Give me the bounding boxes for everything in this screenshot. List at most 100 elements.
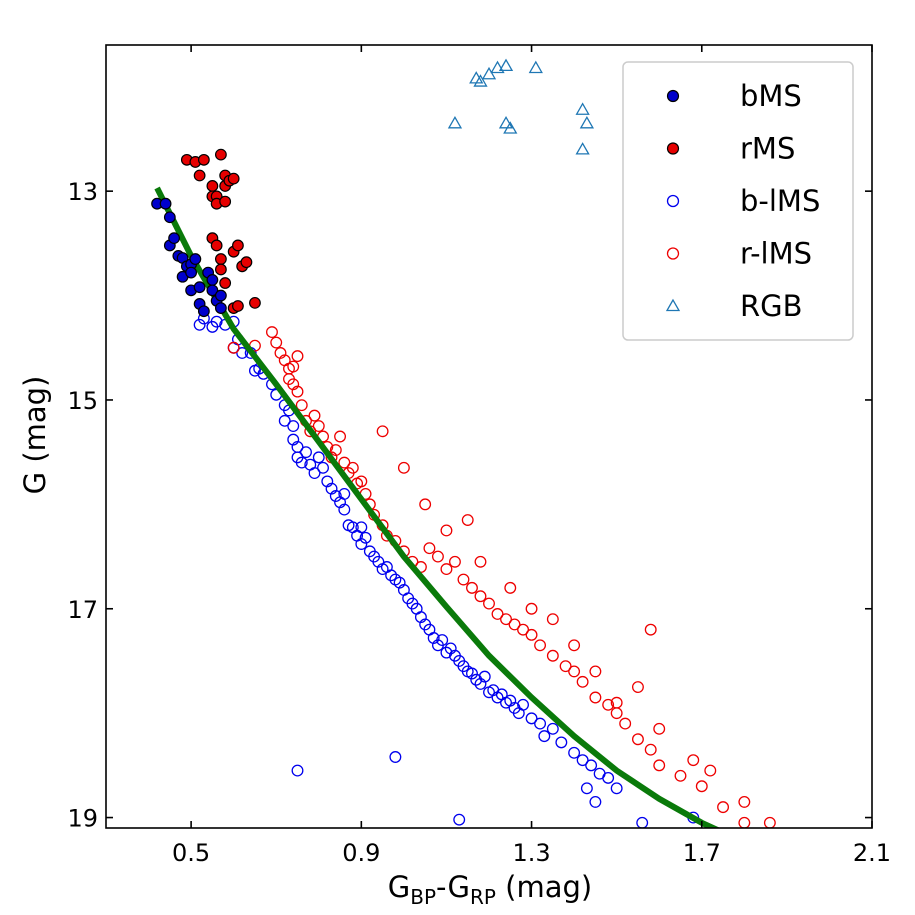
series-bMS [151,197,227,318]
point-b-lMS [636,816,649,828]
point-b-lMS [385,569,398,582]
axis-ticks: 0.5 0.9 1.3 1.7 2.1 13 15 17 19 [67,45,891,867]
x-axis-label: GBP-GRP (mag) [388,870,593,909]
point-bMS [197,305,210,318]
point-r-lMS [504,581,517,594]
point-r-lMS [346,461,359,474]
legend-label-RGB: RGB [740,289,803,323]
x-tick-label: 1.3 [512,839,550,867]
x-tick-label: 0.9 [342,839,380,867]
point-r-lMS [717,801,730,814]
point-b-lMS [355,521,368,534]
point-rMS [210,239,223,252]
point-r-lMS [508,618,521,631]
point-r-lMS [534,639,547,652]
point-r-lMS [568,665,581,678]
point-RGB [528,60,543,74]
point-r-lMS [440,563,453,576]
point-r-lMS [704,764,717,777]
point-r-lMS [763,816,776,828]
point-r-lMS [338,456,351,469]
point-b-lMS [355,538,368,550]
point-b-lMS [453,813,466,826]
point-rMS [232,239,244,252]
point-r-lMS [644,623,657,636]
point-r-lMS [610,707,623,720]
point-r-lMS [491,608,504,620]
point-b-lMS [555,736,568,749]
legend-marker-r-lMS [666,247,680,260]
series-r-lMS [227,326,776,828]
point-r-lMS [291,385,304,398]
point-r-lMS [431,550,444,563]
point-b-lMS [470,673,483,686]
series-RGB [447,58,594,155]
point-bMS [168,232,180,245]
point-rMS [206,180,219,192]
point-b-lMS [295,456,308,469]
point-bMS [214,302,227,314]
legend-marker-rMS [666,142,680,155]
x-label-main: G [388,870,410,904]
point-r-lMS [589,691,602,704]
point-b-lMS [517,698,529,711]
point-r-lMS [287,360,300,373]
point-b-lMS [440,646,453,659]
point-b-lMS [210,315,223,328]
point-b-lMS [300,446,312,459]
point-r-lMS [419,498,432,511]
point-b-lMS [329,490,342,502]
point-r-lMS [397,461,410,474]
point-b-lMS [568,746,581,759]
series-rMS [180,148,261,314]
point-RGB [447,115,463,129]
fit-line [154,186,721,828]
point-r-lMS [474,555,487,568]
point-r-lMS [449,555,461,568]
point-RGB [469,71,484,84]
point-r-lMS [674,769,687,782]
plot-area [151,58,776,828]
point-RGB [481,66,497,80]
point-r-lMS [227,341,240,354]
point-rMS [197,153,210,166]
point-rMS [193,169,206,182]
point-rMS [240,256,253,269]
y-axis-label: G (mag) [18,376,52,495]
point-r-lMS [738,816,751,828]
point-r-lMS [738,795,751,808]
point-r-lMS [466,581,478,594]
point-b-lMS [478,670,491,683]
point-r-lMS [461,514,474,526]
point-RGB [473,74,488,87]
point-r-lMS [546,649,559,662]
point-b-lMS [291,764,304,777]
point-r-lMS [291,350,304,363]
point-b-lMS [359,531,372,544]
point-b-lMS [534,717,547,730]
point-r-lMS [312,420,325,433]
point-b-lMS [278,414,291,427]
point-r-lMS [525,602,538,615]
y-tick-label: 13 [67,178,98,206]
y-tick-label: 15 [67,387,98,415]
point-b-lMS [389,751,402,763]
point-r-lMS [376,425,389,438]
point-r-lMS [440,524,453,537]
point-r-lMS [525,628,538,641]
point-b-lMS [585,759,598,772]
y-tick-label: 19 [67,805,98,833]
point-bMS [159,197,172,210]
point-r-lMS [568,639,581,652]
point-b-lMS [525,712,538,725]
x-tick-label: 2.1 [853,839,891,867]
point-bMS [206,274,219,286]
point-r-lMS [329,444,342,457]
point-bMS [214,289,227,302]
point-r-lMS [610,696,623,709]
point-rMS [249,296,261,309]
series-b-lMS [193,312,700,828]
legend-label-rMS: rMS [740,132,795,166]
point-r-lMS [355,475,368,488]
point-r-lMS [687,754,700,767]
